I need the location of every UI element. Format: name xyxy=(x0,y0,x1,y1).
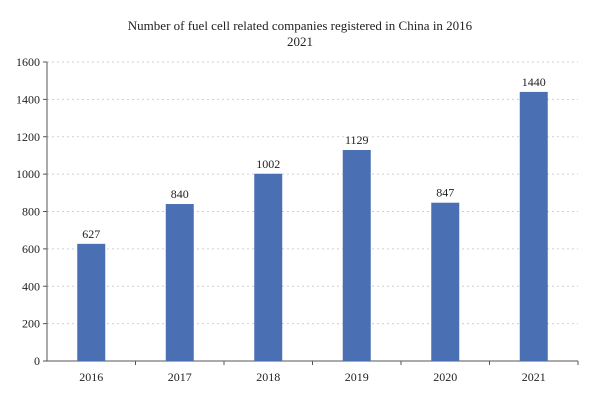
y-tick-label: 1000 xyxy=(16,167,40,181)
bar-value-label: 1440 xyxy=(522,75,546,89)
bar xyxy=(519,91,548,362)
bar-value-label: 1002 xyxy=(256,157,280,171)
x-tick-label: 2019 xyxy=(345,370,369,384)
x-tick-label: 2021 xyxy=(522,370,546,384)
chart-subtitle: 2021 xyxy=(287,34,313,49)
y-tick-label: 1600 xyxy=(16,55,40,69)
x-tick-label: 2018 xyxy=(256,370,280,384)
y-tick-label: 200 xyxy=(22,317,40,331)
x-tick-label: 2020 xyxy=(433,370,457,384)
bar xyxy=(254,173,283,361)
bar-value-label: 1129 xyxy=(345,133,369,147)
chart-title: Number of fuel cell related companies re… xyxy=(127,18,473,33)
bar-value-label: 627 xyxy=(82,227,100,241)
y-tick-label: 1400 xyxy=(16,92,40,106)
bar xyxy=(342,150,371,361)
y-tick-label: 400 xyxy=(22,279,40,293)
y-tick-label: 600 xyxy=(22,242,40,256)
y-tick-label: 1200 xyxy=(16,130,40,144)
bar xyxy=(431,202,460,361)
y-tick-label: 800 xyxy=(22,205,40,219)
bar-value-label: 840 xyxy=(171,187,189,201)
bar xyxy=(77,243,106,361)
y-tick-label: 0 xyxy=(34,354,40,368)
bar xyxy=(165,204,194,361)
x-tick-label: 2016 xyxy=(79,370,103,384)
bar-value-label: 847 xyxy=(436,186,454,200)
x-tick-label: 2017 xyxy=(168,370,192,384)
